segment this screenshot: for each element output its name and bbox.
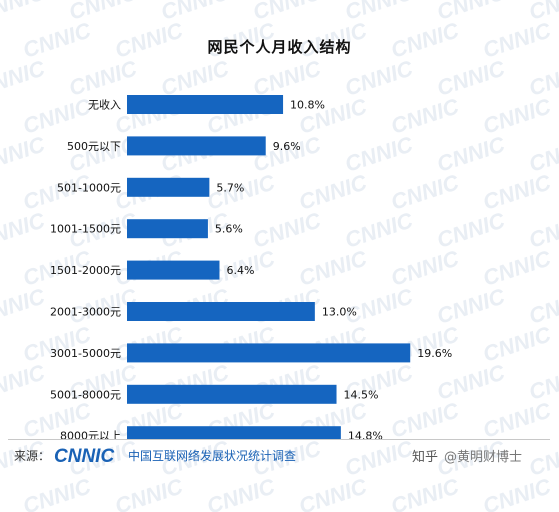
watermark-text: CNNIC [204,473,279,512]
watermark-text: CNNIC [388,473,463,512]
watermark-text: CNNIC [20,473,95,512]
bar-chart: 无收入 10.8% 500元以下 9.6% 501-1000元 5.7% 1001-1500… [50,95,452,440]
bar [127,177,210,197]
category-label: 501-1000元 [57,181,121,194]
category-label: 500元以下 [67,140,121,153]
bar [127,302,315,321]
value-label: 5.7% [216,181,244,194]
value-label: 10.8% [290,99,325,112]
value-label: 13.0% [322,306,357,319]
value-label: 5.6% [215,223,243,236]
bar [127,384,337,404]
svg-text:CNNIC: CNNIC [54,446,114,465]
watermark-text: CNNIC [296,473,371,512]
source-footer: 来源： CNNIC 中国互联网络发展状况统计调查 [14,444,296,466]
bar [127,260,220,280]
category-label: 1001-1500元 [50,223,121,236]
category-label: 8000元以上 [60,430,121,440]
zhihu-watermark: 知乎 @黄明财博士 [412,444,522,466]
source-text: 中国互联网络发展状况统计调查 [128,448,297,463]
category-label: 1501-2000元 [50,264,121,277]
watermark-text: CNNIC [112,473,187,512]
category-label: 无收入 [88,98,121,112]
bar [127,219,208,239]
value-label: 6.4% [226,264,254,277]
zhihu-brand: 知乎 [412,449,439,465]
value-label: 19.6% [417,347,452,360]
watermark-text: CNNIC [342,435,417,481]
value-label: 14.5% [344,388,379,401]
footer-divider [8,439,550,440]
watermark-text: CNNIC [480,473,555,512]
source-label: 来源： [14,448,51,463]
category-label: 3001-5000元 [50,347,121,360]
cnnic-logo: CNNIC [54,446,114,465]
category-label: 2001-3000元 [50,306,121,319]
bar [127,426,341,440]
bar [127,136,266,156]
value-label: 14.8% [348,430,383,440]
chart-title: 网民个人月收入结构 [207,38,352,56]
bar [127,343,411,363]
bar [127,95,284,114]
value-label: 9.6% [273,140,301,153]
zhihu-author: @黄明财博士 [444,449,523,465]
category-label: 5001-8000元 [50,388,121,401]
